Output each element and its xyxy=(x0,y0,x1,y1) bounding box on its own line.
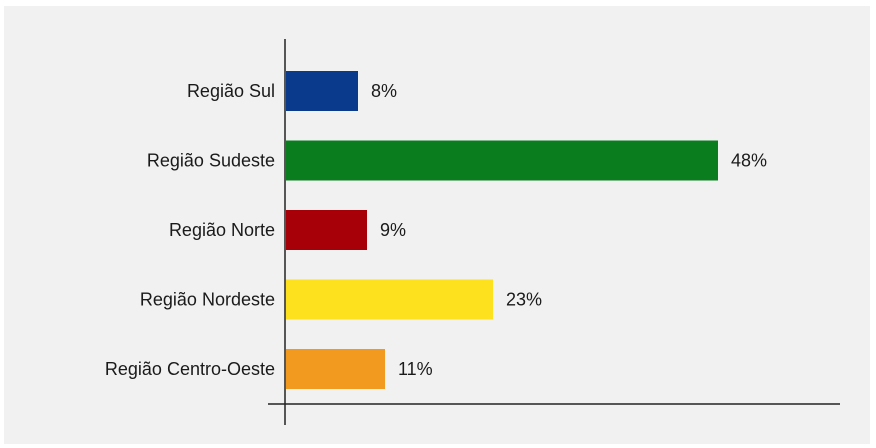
bar-2 xyxy=(286,210,367,250)
bar-0 xyxy=(286,71,358,111)
value-label-3: 23% xyxy=(506,290,542,310)
value-label-4: 11% xyxy=(398,359,433,379)
value-label-1: 48% xyxy=(731,151,767,171)
bar-chart: Região Sul 8% Região Sudeste 48% Região Nort… xyxy=(105,39,840,425)
value-label-2: 9% xyxy=(380,220,406,240)
category-label-2: Região Norte xyxy=(169,220,275,240)
chart-panel: Região Sul 8% Região Sudeste 48% Região Nort… xyxy=(4,6,870,444)
bar-4 xyxy=(286,349,385,389)
value-label-0: 8% xyxy=(371,81,397,101)
category-label-0: Região Sul xyxy=(187,81,275,101)
category-label-1: Região Sudeste xyxy=(147,151,275,171)
bar-1 xyxy=(286,140,718,181)
bars-group: Região Sul 8% Região Sudeste 48% Região Nort… xyxy=(105,71,767,389)
category-label-3: Região Nordeste xyxy=(140,290,275,310)
category-label-4: Região Centro-Oeste xyxy=(105,359,275,379)
bar-3 xyxy=(286,279,493,320)
